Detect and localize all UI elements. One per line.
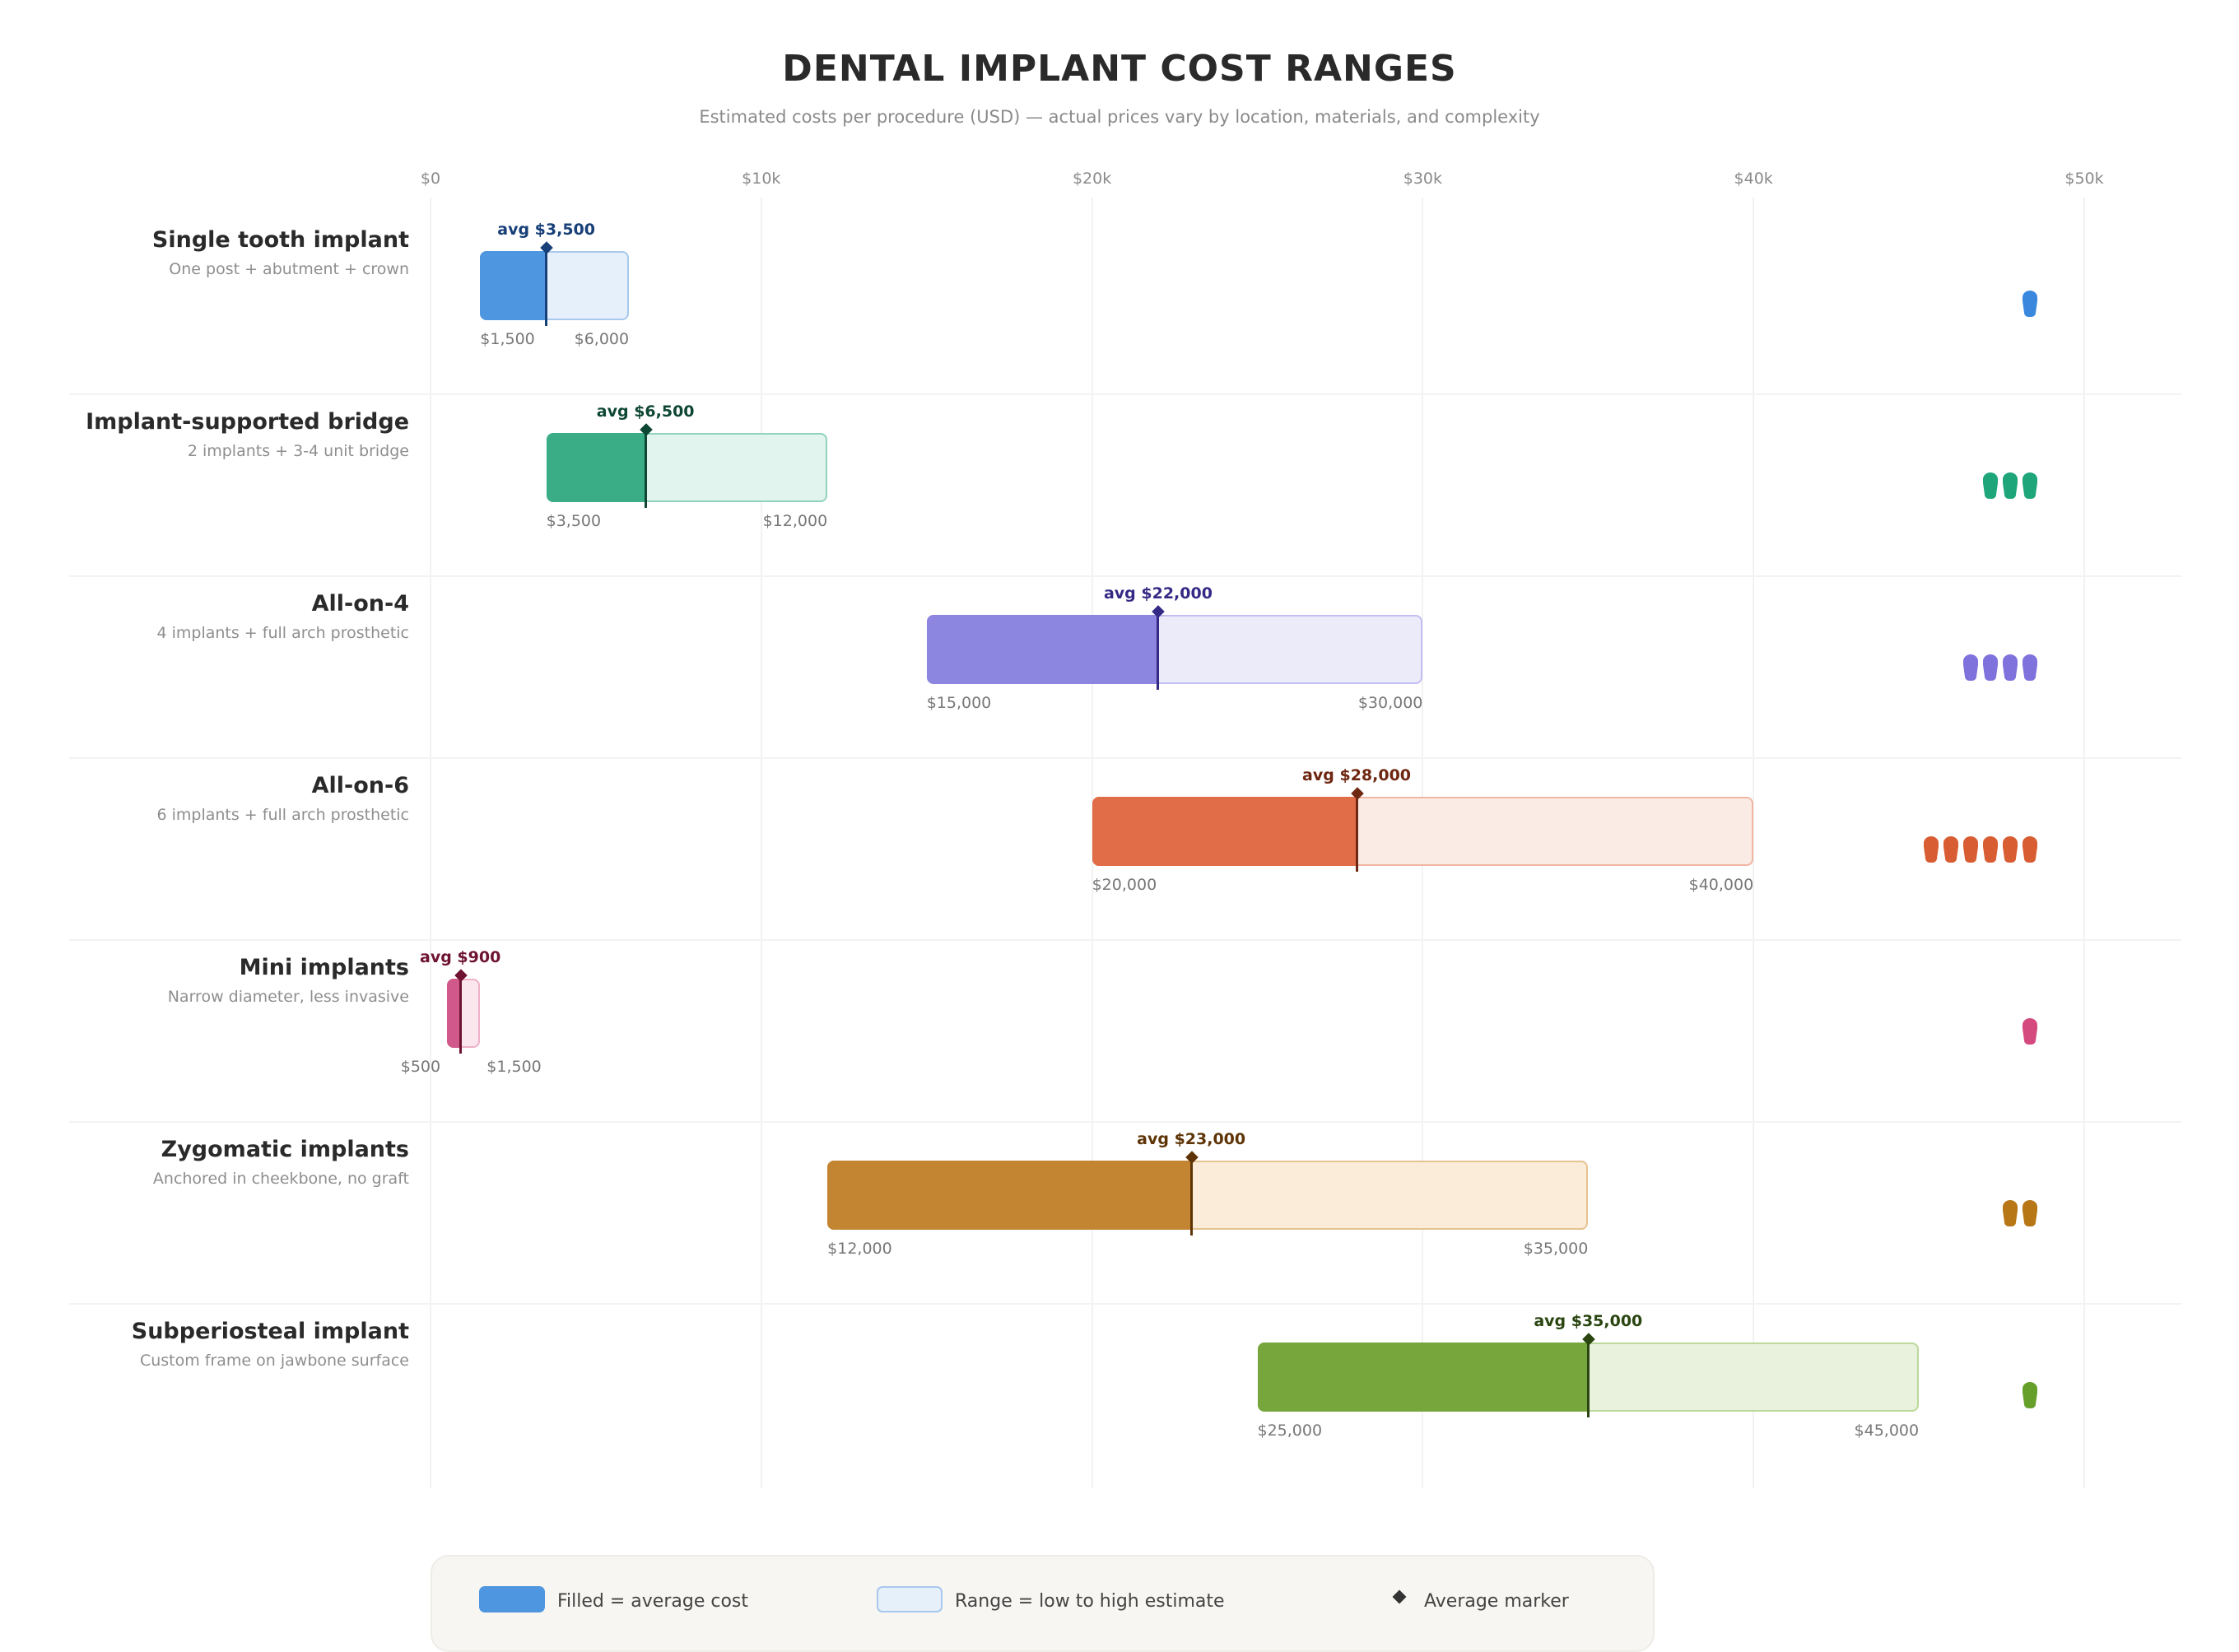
- tooth-icon: [1983, 472, 1998, 499]
- low-value-label: $500: [400, 1058, 441, 1076]
- high-value-label: $35,000: [1523, 1240, 1589, 1258]
- tooth-icon: [2023, 1018, 2037, 1045]
- average-fill-bar: [1092, 797, 1357, 866]
- tooth-icon: [2023, 1382, 2037, 1408]
- average-line: [459, 975, 462, 1054]
- row-description: One post + abutment + crown: [169, 260, 409, 278]
- tooth-icon: [1924, 836, 1939, 863]
- gridline: [760, 198, 762, 1488]
- average-line: [1189, 1156, 1193, 1236]
- high-value-label: $45,000: [1854, 1422, 1920, 1440]
- tooth-icon: [2023, 654, 2037, 681]
- tooth-icon: [1963, 654, 1978, 681]
- low-value-label: $20,000: [1092, 876, 1157, 894]
- row-description: Narrow diameter, less invasive: [167, 988, 409, 1006]
- tooth-icon: [1963, 836, 1978, 863]
- high-value-label: $6,000: [574, 330, 630, 348]
- tooth-icon: [2023, 1200, 2037, 1226]
- row-separator: [69, 393, 2181, 395]
- high-value-label: $12,000: [762, 512, 828, 530]
- chart-title: DENTAL IMPLANT COST RANGES: [782, 48, 1457, 90]
- row-title: Implant-supported bridge: [86, 409, 409, 435]
- average-line: [545, 247, 548, 326]
- row-description: Custom frame on jawbone surface: [139, 1352, 409, 1370]
- low-value-label: $1,500: [480, 330, 535, 348]
- row-description: 6 implants + full arch prosthetic: [156, 806, 409, 824]
- row-separator: [69, 757, 2181, 759]
- legend-filled-swatch: [479, 1586, 545, 1612]
- gridline: [2083, 198, 2085, 1488]
- legend-filled-label: Filled = average cost: [557, 1591, 749, 1612]
- high-value-label: $1,500: [486, 1058, 542, 1076]
- average-label: avg $900: [420, 948, 501, 966]
- gridline: [430, 198, 431, 1488]
- average-line: [644, 429, 647, 508]
- row-separator: [69, 939, 2181, 941]
- gridline: [1753, 198, 1755, 1488]
- average-line: [1355, 793, 1358, 872]
- implant-icons: [2003, 1200, 2037, 1226]
- tooth-icon: [1943, 836, 1958, 863]
- low-value-label: $25,000: [1257, 1422, 1323, 1440]
- x-tick-label: $0: [420, 170, 441, 188]
- tooth-icon: [2003, 472, 2018, 499]
- row-title: Subperiosteal implant: [131, 1319, 409, 1344]
- tooth-icon: [1983, 654, 1998, 681]
- legend-range-label: Range = low to high estimate: [955, 1591, 1225, 1612]
- average-fill-bar: [546, 433, 646, 502]
- legend-diamond-icon: [1392, 1589, 1407, 1604]
- row-description: Anchored in cheekbone, no graft: [152, 1170, 409, 1188]
- tooth-icon: [2023, 472, 2037, 499]
- average-fill-bar: [926, 615, 1158, 684]
- implant-icons: [1983, 472, 2037, 499]
- row-title: Single tooth implant: [151, 227, 409, 253]
- average-fill-bar: [827, 1161, 1192, 1230]
- average-fill-bar: [447, 979, 461, 1048]
- average-line: [1586, 1338, 1590, 1417]
- implant-icons: [2023, 291, 2037, 317]
- implant-icons: [2023, 1382, 2037, 1408]
- implant-icons: [1963, 654, 2037, 681]
- tooth-icon: [2003, 836, 2018, 863]
- x-tick-label: $20k: [1072, 170, 1112, 188]
- x-tick-label: $30k: [1403, 170, 1443, 188]
- low-value-label: $12,000: [827, 1240, 892, 1258]
- tooth-icon: [2003, 654, 2018, 681]
- tooth-icon: [2003, 1200, 2018, 1226]
- row-title: Mini implants: [239, 955, 409, 980]
- row-title: Zygomatic implants: [161, 1137, 409, 1162]
- row-separator: [69, 575, 2181, 577]
- average-label: avg $35,000: [1534, 1312, 1643, 1330]
- row-title: All-on-6: [311, 773, 409, 798]
- tooth-icon: [2023, 291, 2037, 317]
- x-tick-label: $40k: [1734, 170, 1773, 188]
- average-label: avg $23,000: [1137, 1130, 1246, 1148]
- average-fill-bar: [1257, 1343, 1589, 1412]
- tooth-icon: [1983, 836, 1998, 863]
- average-label: avg $28,000: [1302, 766, 1412, 784]
- average-fill-bar: [480, 251, 547, 320]
- low-value-label: $15,000: [926, 694, 992, 712]
- x-tick-label: $50k: [2064, 170, 2104, 188]
- row-title: All-on-4: [311, 591, 409, 617]
- average-line: [1157, 611, 1160, 690]
- implant-icons: [2023, 1018, 2037, 1045]
- legend-range-swatch: [877, 1586, 943, 1612]
- legend: Filled = average cost Range = low to hig…: [431, 1555, 1655, 1652]
- low-value-label: $3,500: [546, 512, 602, 530]
- average-label: avg $6,500: [596, 403, 695, 421]
- high-value-label: $40,000: [1688, 876, 1754, 894]
- chart-subtitle: Estimated costs per procedure (USD) — ac…: [699, 107, 1540, 127]
- row-separator: [69, 1121, 2181, 1123]
- implant-icons: [1924, 836, 2037, 863]
- row-description: 2 implants + 3-4 unit bridge: [187, 442, 409, 460]
- high-value-label: $30,000: [1357, 694, 1423, 712]
- legend-marker-label: Average marker: [1424, 1591, 1569, 1612]
- row-separator: [69, 1303, 2181, 1305]
- average-label: avg $3,500: [497, 221, 595, 239]
- tooth-icon: [2023, 836, 2037, 863]
- average-label: avg $22,000: [1103, 584, 1213, 603]
- x-tick-label: $10k: [742, 170, 781, 188]
- row-description: 4 implants + full arch prosthetic: [156, 624, 409, 642]
